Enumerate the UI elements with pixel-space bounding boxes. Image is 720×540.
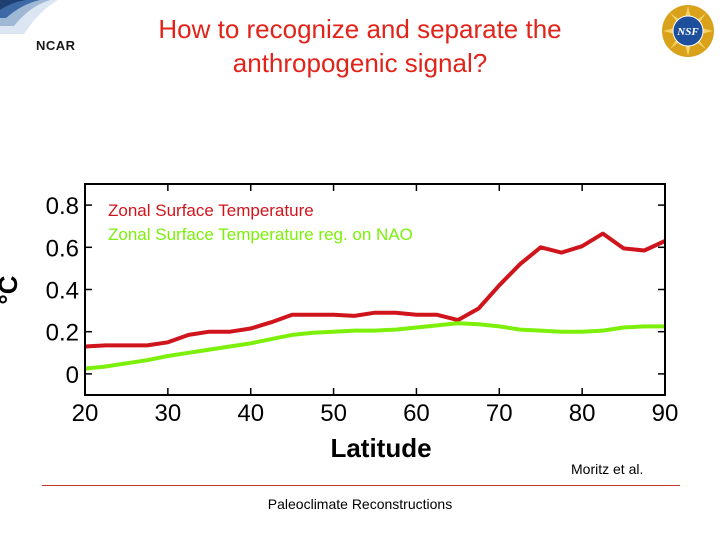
x-tick-label: 20 xyxy=(72,400,99,427)
x-ticks: 20 30 40 50 60 70 80 90 xyxy=(72,184,679,427)
x-tick-label: 50 xyxy=(320,400,347,427)
y-tick-label: 0.4 xyxy=(46,278,79,305)
x-tick-label: 90 xyxy=(652,400,679,427)
y-tick-label: 0.8 xyxy=(46,193,79,220)
title-line-2: anthropogenic signal? xyxy=(232,48,488,78)
x-tick-label: 70 xyxy=(486,400,513,427)
y-tick-label: 0 xyxy=(66,362,79,389)
footer-text: Paleoclimate Reconstructions xyxy=(267,496,453,512)
x-tick-label: 30 xyxy=(155,400,182,427)
nsf-logo-text: NSF xyxy=(676,26,699,38)
nsf-logo: NSF xyxy=(662,5,714,57)
y-tick-label: 0.2 xyxy=(46,320,79,347)
legend-entry-red: Zonal Surface Temperature xyxy=(108,201,314,220)
plot-layer xyxy=(84,231,666,371)
footer-divider xyxy=(42,485,680,486)
y-tick-label: 0.6 xyxy=(46,235,79,262)
credit-text: Moritz et al. xyxy=(571,461,644,477)
legend-entry-green: Zonal Surface Temperature reg. on NAO xyxy=(108,225,413,244)
y-axis-label: °C xyxy=(0,275,23,304)
series-line-zonal-surface-temperature xyxy=(84,231,666,349)
page-title: How to recognize and separate the anthro… xyxy=(80,12,640,80)
title-line-1: How to recognize and separate the xyxy=(158,14,562,44)
x-tick-label: 40 xyxy=(237,400,264,427)
ncar-logo-text: NCAR xyxy=(36,38,76,53)
x-axis-label: Latitude xyxy=(330,433,431,463)
x-tick-label: 60 xyxy=(403,400,430,427)
x-tick-label: 80 xyxy=(569,400,596,427)
ncar-logo xyxy=(0,0,58,34)
y-ticks: 0 0.2 0.4 0.6 0.8 xyxy=(46,193,665,389)
line-chart: 00.20.40.60.8 20 30 40 50 60 70 80 90 Latitude … xyxy=(0,183,679,463)
series-line-reg-on-nao xyxy=(84,321,665,371)
